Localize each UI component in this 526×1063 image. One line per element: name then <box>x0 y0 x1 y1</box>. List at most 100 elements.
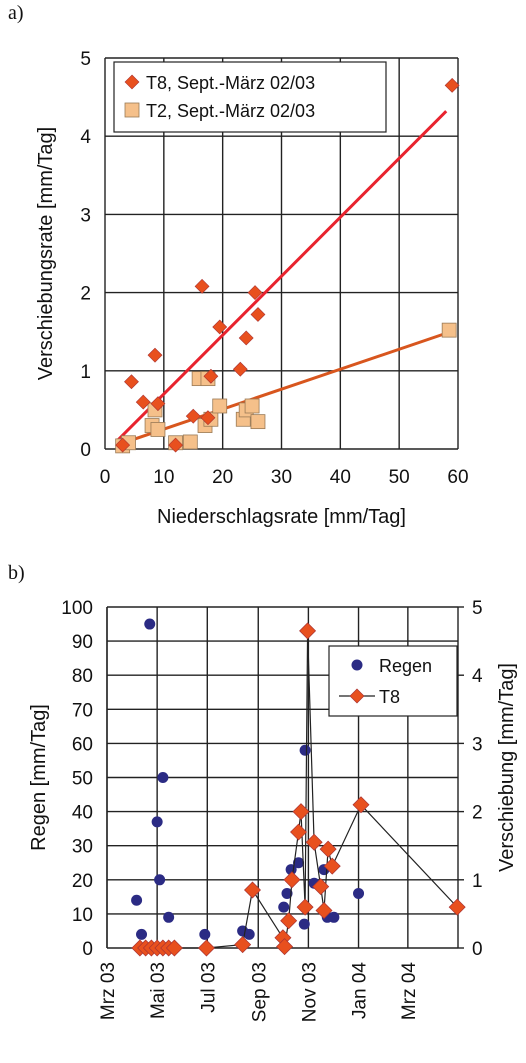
regen-point <box>151 816 163 828</box>
t2-trendline <box>116 331 447 447</box>
x-tick-label: Mrz 03 <box>98 962 119 1020</box>
y-tick-label: 60 <box>72 734 93 755</box>
t8-point <box>232 361 248 377</box>
y-tick-label: 5 <box>80 49 91 70</box>
x-tick-label: 60 <box>447 467 468 488</box>
t8-point <box>283 871 301 889</box>
t8-point <box>194 278 210 294</box>
regen-point <box>136 928 148 940</box>
t8-point <box>203 368 219 384</box>
legend-box <box>113 61 387 133</box>
legend-t2-marker <box>124 102 140 118</box>
t8-point <box>299 622 317 640</box>
t8-point <box>147 347 163 363</box>
t8-point <box>296 898 314 916</box>
t8-point <box>115 437 131 453</box>
legend-t8-marker <box>124 74 140 90</box>
t8-point <box>135 394 151 410</box>
y-tick-label: 20 <box>72 871 93 892</box>
t8-point <box>244 881 261 899</box>
regen-point <box>157 772 169 783</box>
t2-point <box>244 398 260 414</box>
x-tick-label: Jan 04 <box>350 962 371 1019</box>
y-tick-label: 100 <box>61 598 93 619</box>
regen-point <box>278 901 290 913</box>
y-tick-label: 2 <box>80 284 91 305</box>
regen-point <box>328 911 340 923</box>
t2-point <box>250 414 266 430</box>
t8-point <box>197 939 215 957</box>
y2-axis-title: Verschiebung [mm/Tag] <box>496 663 518 872</box>
t8-point <box>280 912 298 930</box>
legend-t8-label: T8 <box>379 687 400 707</box>
y2-tick-label: 1 <box>472 871 483 892</box>
t8-point <box>305 833 323 851</box>
t8-point <box>448 898 466 916</box>
x-tick-label: Mai 03 <box>148 962 169 1019</box>
x-tick-label: 40 <box>330 467 351 488</box>
y2-tick-label: 3 <box>472 734 483 755</box>
t8-point <box>150 396 166 412</box>
t2-point <box>150 422 166 437</box>
y2-tick-label: 2 <box>472 803 483 824</box>
x-tick-label: 50 <box>389 467 410 488</box>
y-tick-label: 70 <box>72 700 93 721</box>
x-axis-title: Niederschlagsrate [mm/Tag] <box>157 506 406 528</box>
y-tick-label: 0 <box>80 440 91 461</box>
t8-trendline <box>115 110 448 443</box>
t8-point <box>444 77 460 93</box>
y2-tick-label: 4 <box>472 666 483 687</box>
t8-point <box>247 285 263 301</box>
y2-tick-label: 5 <box>472 598 483 619</box>
regen-point <box>131 894 143 906</box>
y-tick-label: 1 <box>80 362 91 383</box>
legend-t8-label: T8, Sept.-März 02/03 <box>146 73 315 93</box>
y-axis-title: Verschiebungsrate [mm/Tag] <box>35 127 57 380</box>
t8-point <box>312 878 330 896</box>
panel-b-label: b) <box>8 562 25 584</box>
x-tick-label: Sep 03 <box>249 962 270 1022</box>
x-tick-label: Jul 03 <box>198 962 219 1013</box>
x-tick-label: 30 <box>271 467 292 488</box>
regen-point <box>353 887 365 899</box>
t2-point <box>182 434 198 450</box>
regen-point <box>281 887 293 899</box>
t8-point <box>352 796 370 814</box>
t8-point <box>234 936 252 954</box>
y-tick-label: 3 <box>80 205 91 226</box>
regen-point <box>199 928 211 940</box>
t8-point <box>323 857 341 875</box>
regen-point <box>293 857 305 869</box>
x-tick-label: Mrz 04 <box>399 962 420 1021</box>
t8-point <box>200 410 216 426</box>
legend-t8-marker <box>349 688 365 704</box>
y-tick-label: 50 <box>72 769 93 790</box>
y-tick-label: 30 <box>72 837 93 858</box>
t8-point <box>290 823 308 841</box>
t8-point <box>165 939 183 957</box>
x-tick-label: 0 <box>100 467 111 488</box>
y-tick-label: 10 <box>72 905 93 926</box>
x-tick-label: 20 <box>212 467 233 488</box>
regen-point <box>154 874 166 886</box>
regen-point <box>299 744 311 756</box>
legend-regen-marker <box>351 659 363 671</box>
t8-point <box>124 374 139 390</box>
panel-a-label: a) <box>8 2 24 24</box>
t8-point <box>212 319 228 335</box>
t8-point <box>185 408 201 424</box>
x-tick-label: 10 <box>153 467 174 488</box>
regen-point <box>298 918 310 930</box>
y-tick-label: 4 <box>80 127 91 148</box>
t8-point <box>238 330 254 346</box>
t8-point <box>250 307 266 322</box>
y2-tick-label: 0 <box>472 939 483 960</box>
y-tick-label: 0 <box>82 939 93 960</box>
regen-point <box>243 928 255 940</box>
legend-box <box>328 645 458 717</box>
t8-point <box>319 840 337 858</box>
t2-point <box>441 322 457 338</box>
t2-point <box>212 398 228 414</box>
y-tick-label: 80 <box>72 666 93 687</box>
